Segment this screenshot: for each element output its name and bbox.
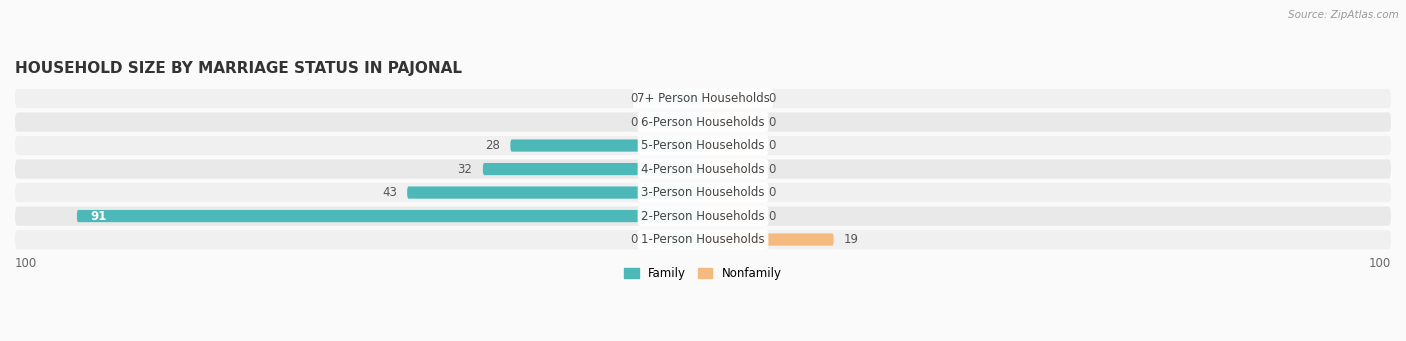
Text: 0: 0	[768, 92, 776, 105]
FancyBboxPatch shape	[15, 89, 1391, 108]
Text: 1-Person Households: 1-Person Households	[641, 233, 765, 246]
FancyBboxPatch shape	[482, 163, 703, 175]
FancyBboxPatch shape	[703, 116, 758, 128]
FancyBboxPatch shape	[648, 116, 703, 128]
FancyBboxPatch shape	[77, 210, 703, 222]
Text: 3-Person Households: 3-Person Households	[641, 186, 765, 199]
FancyBboxPatch shape	[703, 210, 758, 222]
FancyBboxPatch shape	[15, 113, 1391, 132]
Text: 0: 0	[768, 210, 776, 223]
Text: 91: 91	[90, 210, 107, 223]
Text: 2-Person Households: 2-Person Households	[641, 210, 765, 223]
FancyBboxPatch shape	[15, 206, 1391, 226]
Text: 0: 0	[768, 163, 776, 176]
Text: 100: 100	[1369, 257, 1391, 270]
Text: 0: 0	[630, 233, 638, 246]
FancyBboxPatch shape	[703, 187, 758, 199]
Text: 0: 0	[630, 92, 638, 105]
Text: 0: 0	[768, 116, 776, 129]
Text: 32: 32	[457, 163, 472, 176]
Text: 19: 19	[844, 233, 859, 246]
FancyBboxPatch shape	[15, 183, 1391, 202]
Text: 0: 0	[768, 139, 776, 152]
Text: 5-Person Households: 5-Person Households	[641, 139, 765, 152]
FancyBboxPatch shape	[648, 92, 703, 105]
FancyBboxPatch shape	[15, 136, 1391, 155]
Legend: Family, Nonfamily: Family, Nonfamily	[620, 262, 786, 285]
Text: 0: 0	[768, 186, 776, 199]
FancyBboxPatch shape	[408, 187, 703, 199]
Text: HOUSEHOLD SIZE BY MARRIAGE STATUS IN PAJONAL: HOUSEHOLD SIZE BY MARRIAGE STATUS IN PAJ…	[15, 61, 463, 76]
FancyBboxPatch shape	[703, 163, 758, 175]
FancyBboxPatch shape	[703, 92, 758, 105]
Text: 4-Person Households: 4-Person Households	[641, 163, 765, 176]
Text: 7+ Person Households: 7+ Person Households	[637, 92, 769, 105]
Text: 0: 0	[630, 116, 638, 129]
Text: 28: 28	[485, 139, 501, 152]
FancyBboxPatch shape	[703, 139, 758, 152]
FancyBboxPatch shape	[703, 234, 834, 246]
Text: Source: ZipAtlas.com: Source: ZipAtlas.com	[1288, 10, 1399, 20]
FancyBboxPatch shape	[15, 160, 1391, 179]
FancyBboxPatch shape	[648, 234, 703, 246]
Text: 100: 100	[15, 257, 37, 270]
Text: 43: 43	[382, 186, 396, 199]
FancyBboxPatch shape	[510, 139, 703, 152]
Text: 6-Person Households: 6-Person Households	[641, 116, 765, 129]
FancyBboxPatch shape	[15, 230, 1391, 249]
